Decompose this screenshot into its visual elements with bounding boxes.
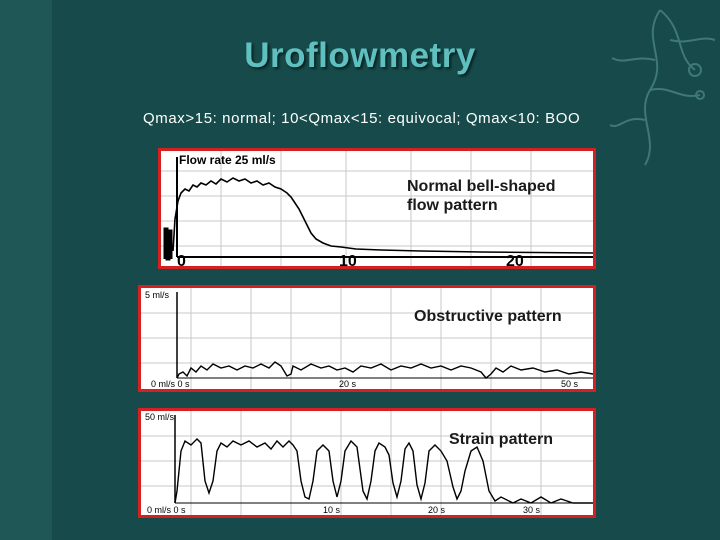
tick-label: 0 ml/s 0 s xyxy=(151,379,190,389)
flow-rate-axis-label: 50 ml/s xyxy=(145,412,175,422)
normal-pattern-label: Normal bell-shaped flow pattern xyxy=(407,178,556,214)
left-decor-bar xyxy=(0,0,52,540)
obstructive-pattern-label: Obstructive pattern xyxy=(414,308,562,325)
tick-label: 10 s xyxy=(323,505,341,515)
tick-label: 50 s xyxy=(561,379,579,389)
tick-label: 0 ml/s 0 s xyxy=(147,505,186,515)
tick-label: 20 s xyxy=(428,505,446,515)
flow-trace xyxy=(176,361,593,379)
normal-pattern-panel: Flow rate 25 ml/s 0 10 20 Normal bell-sh… xyxy=(158,148,596,269)
normal-pattern-graph: Flow rate 25 ml/s 0 10 20 xyxy=(161,151,593,266)
flow-rate-axis-label: 5 ml/s xyxy=(145,290,170,300)
flow-trace xyxy=(174,438,593,504)
grid xyxy=(141,288,593,389)
tick-label: 20 xyxy=(506,253,524,266)
ornament-icon xyxy=(609,9,716,166)
obstructive-pattern-graph: 5 ml/s 0 ml/s 0 s 20 s 50 s xyxy=(141,288,593,389)
strain-pattern-panel: 50 ml/s 0 ml/s 0 s 10 s 20 s 30 s Strain… xyxy=(138,408,596,518)
slide-title: Uroflowmetry xyxy=(244,36,476,75)
flow-rate-axis-label: Flow rate 25 ml/s xyxy=(179,153,276,167)
flow-trace xyxy=(172,177,593,254)
strain-pattern-graph: 50 ml/s 0 ml/s 0 s 10 s 20 s 30 s xyxy=(141,411,593,515)
grid xyxy=(141,411,593,515)
obstructive-pattern-panel: 5 ml/s 0 ml/s 0 s 20 s 50 s Obstructive … xyxy=(138,285,596,392)
slide-subtitle: Qmax>15: normal; 10<Qmax<15: equivocal; … xyxy=(143,110,581,127)
tick-label: 0 xyxy=(177,253,186,266)
tick-label: 20 s xyxy=(339,379,357,389)
tick-label: 10 xyxy=(339,253,357,266)
tick-label: 30 s xyxy=(523,505,541,515)
grid xyxy=(161,151,593,266)
strain-pattern-label: Strain pattern xyxy=(449,431,554,448)
